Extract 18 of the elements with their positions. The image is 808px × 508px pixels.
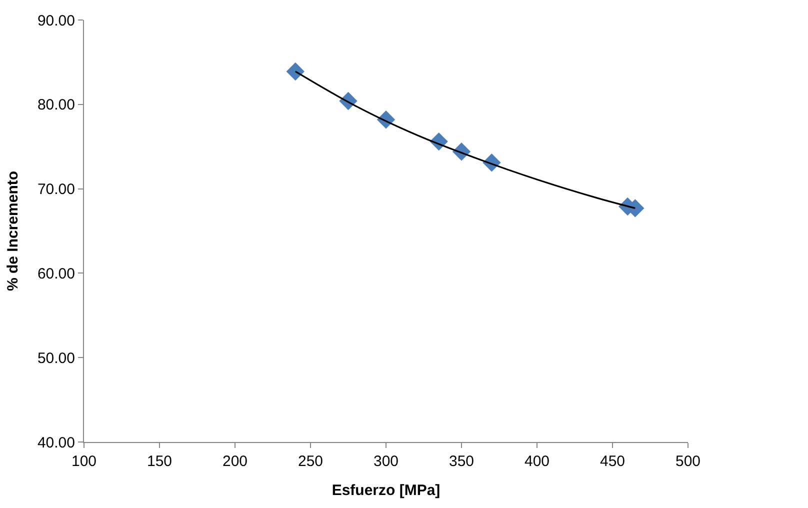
x-tick-label: 150 bbox=[146, 453, 172, 470]
x-tick-label: 250 bbox=[298, 453, 324, 470]
y-tick-label: 80.00 bbox=[37, 96, 75, 114]
x-tick-label: 500 bbox=[675, 453, 701, 470]
x-tick-label: 300 bbox=[373, 453, 399, 470]
point bbox=[286, 62, 304, 81]
x-tick-label: 450 bbox=[600, 453, 626, 470]
y-tick-label: 40.00 bbox=[37, 434, 75, 452]
x-tick-label: 400 bbox=[524, 453, 550, 470]
y-tick-label: 50.00 bbox=[37, 350, 75, 367]
x-tick-label: 350 bbox=[448, 453, 474, 470]
y-tick-label: 70.00 bbox=[37, 181, 75, 198]
y-axis-title: % de Incremento bbox=[4, 170, 22, 292]
y-tick-label: 90.00 bbox=[37, 12, 75, 30]
x-tick-label: 100 bbox=[71, 453, 97, 470]
y-tick-label: 60.00 bbox=[37, 265, 75, 282]
x-axis-title: Esfuerzo [MPa] bbox=[332, 482, 440, 499]
x-tick-label: 200 bbox=[222, 453, 248, 470]
